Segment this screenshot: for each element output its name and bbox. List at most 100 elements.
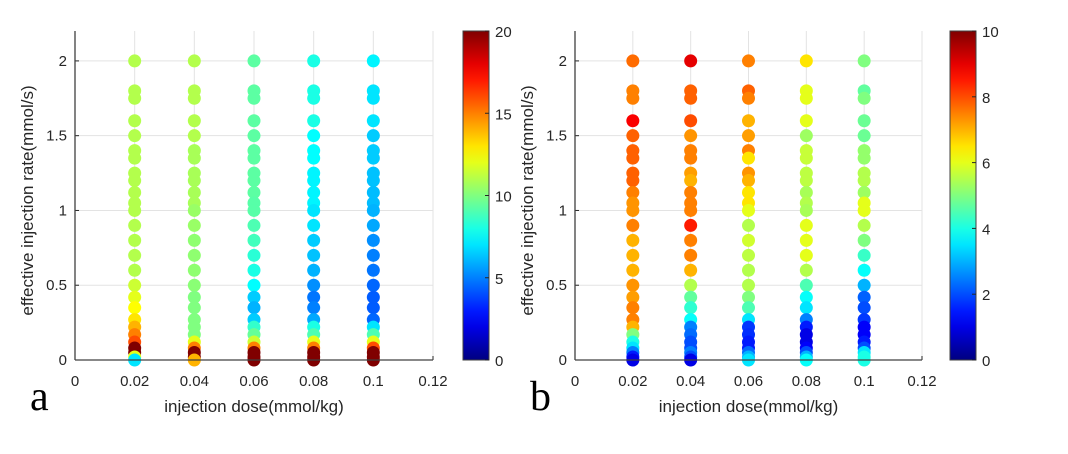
data-point xyxy=(857,263,871,277)
data-point xyxy=(626,248,640,262)
data-point xyxy=(742,186,755,200)
data-point xyxy=(128,263,142,277)
data-point xyxy=(857,290,871,304)
data-point xyxy=(187,174,201,188)
data-point xyxy=(684,301,698,315)
data-point xyxy=(684,218,698,232)
data-point xyxy=(742,129,755,143)
x-tick-label: 0.02 xyxy=(618,373,647,390)
data-point xyxy=(247,233,261,247)
data-point xyxy=(799,91,813,105)
data-point xyxy=(128,54,142,68)
data-point xyxy=(187,263,201,277)
colorbar-tick-label: 0 xyxy=(495,353,503,370)
data-point xyxy=(307,174,321,188)
data-point xyxy=(626,233,640,247)
data-point xyxy=(307,186,321,200)
data-point xyxy=(857,233,871,247)
data-point xyxy=(247,203,261,217)
data-point xyxy=(128,129,142,143)
data-point xyxy=(247,151,261,165)
data-point xyxy=(799,174,813,188)
data-point xyxy=(366,54,380,68)
data-point xyxy=(307,203,321,217)
data-point xyxy=(742,233,755,247)
x-tick-label: 0.02 xyxy=(120,373,149,390)
data-point xyxy=(799,278,813,292)
x-tick-label: 0 xyxy=(571,373,579,390)
data-point xyxy=(128,233,142,247)
data-point xyxy=(247,186,261,200)
data-point xyxy=(366,278,380,292)
data-point xyxy=(366,263,380,277)
data-point xyxy=(742,174,755,188)
data-point xyxy=(187,54,201,68)
x-tick-label: 0.04 xyxy=(180,373,209,390)
panel-label: a xyxy=(30,374,49,420)
data-point xyxy=(799,290,813,304)
data-point xyxy=(307,54,321,68)
data-point xyxy=(742,278,755,292)
x-axis-label: injection dose(mmol/kg) xyxy=(659,397,839,416)
data-point xyxy=(742,290,755,304)
data-point xyxy=(366,203,380,217)
y-tick-label: 0 xyxy=(59,352,67,369)
data-point xyxy=(684,233,698,247)
y-tick-label: 1.5 xyxy=(46,128,67,145)
data-point xyxy=(857,174,871,188)
data-point xyxy=(187,278,201,292)
data-point xyxy=(626,174,640,188)
data-point xyxy=(307,263,321,277)
data-point xyxy=(742,218,755,232)
data-point xyxy=(684,186,698,200)
data-point xyxy=(247,114,261,128)
data-point xyxy=(307,301,321,315)
data-point xyxy=(307,91,321,105)
data-point xyxy=(742,54,755,68)
data-point xyxy=(799,248,813,262)
data-point xyxy=(684,129,698,143)
x-tick-label: 0.06 xyxy=(239,373,268,390)
data-point xyxy=(307,248,321,262)
y-tick-label: 0.5 xyxy=(546,277,567,294)
x-tick-label: 0.04 xyxy=(676,373,705,390)
data-point xyxy=(187,203,201,217)
colorbar-tick-label: 5 xyxy=(495,271,503,288)
data-point xyxy=(684,278,698,292)
data-point xyxy=(626,278,640,292)
data-point xyxy=(366,114,380,128)
data-point xyxy=(366,233,380,247)
y-tick-label: 0.5 xyxy=(46,277,67,294)
data-point xyxy=(187,248,201,262)
data-point xyxy=(626,129,640,143)
data-point xyxy=(366,186,380,200)
data-point xyxy=(626,114,640,128)
data-point xyxy=(626,151,640,165)
data-point xyxy=(187,151,201,165)
data-point xyxy=(366,248,380,262)
data-point xyxy=(742,151,755,165)
data-point xyxy=(187,186,201,200)
data-point xyxy=(626,186,640,200)
data-point xyxy=(857,151,871,165)
data-point xyxy=(857,54,871,68)
y-axis-label: effective injection rate(mmol/s) xyxy=(18,85,37,315)
data-point xyxy=(128,290,142,304)
data-point xyxy=(247,263,261,277)
data-point xyxy=(128,114,142,128)
colorbar-tick-label: 6 xyxy=(982,156,990,173)
y-tick-label: 2 xyxy=(59,53,67,70)
data-point xyxy=(307,129,321,143)
data-point xyxy=(857,114,871,128)
panel-label: b xyxy=(530,374,551,420)
data-point xyxy=(366,151,380,165)
data-point xyxy=(128,203,142,217)
colorbar-tick-label: 8 xyxy=(982,90,990,107)
x-tick-label: 0.06 xyxy=(734,373,763,390)
data-point xyxy=(247,218,261,232)
data-point xyxy=(799,263,813,277)
data-point xyxy=(799,203,813,217)
data-point xyxy=(857,278,871,292)
data-point xyxy=(626,54,640,68)
x-tick-label: 0.08 xyxy=(792,373,821,390)
